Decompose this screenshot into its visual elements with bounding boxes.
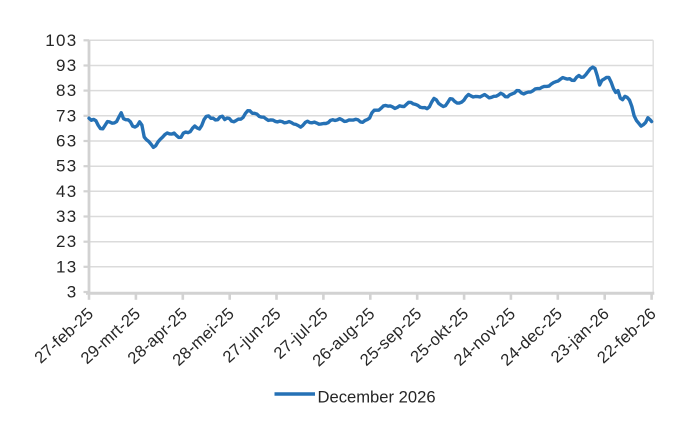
svg-text:43: 43: [56, 182, 78, 201]
svg-text:3: 3: [67, 283, 78, 302]
svg-text:23: 23: [56, 232, 78, 251]
svg-text:83: 83: [56, 81, 78, 100]
svg-text:13: 13: [56, 257, 78, 276]
svg-text:33: 33: [56, 207, 78, 226]
svg-text:53: 53: [56, 157, 78, 176]
svg-text:December 2026: December 2026: [318, 388, 436, 407]
svg-text:63: 63: [56, 132, 78, 151]
svg-text:93: 93: [56, 56, 78, 75]
svg-text:73: 73: [56, 106, 78, 125]
svg-text:103: 103: [45, 31, 77, 50]
